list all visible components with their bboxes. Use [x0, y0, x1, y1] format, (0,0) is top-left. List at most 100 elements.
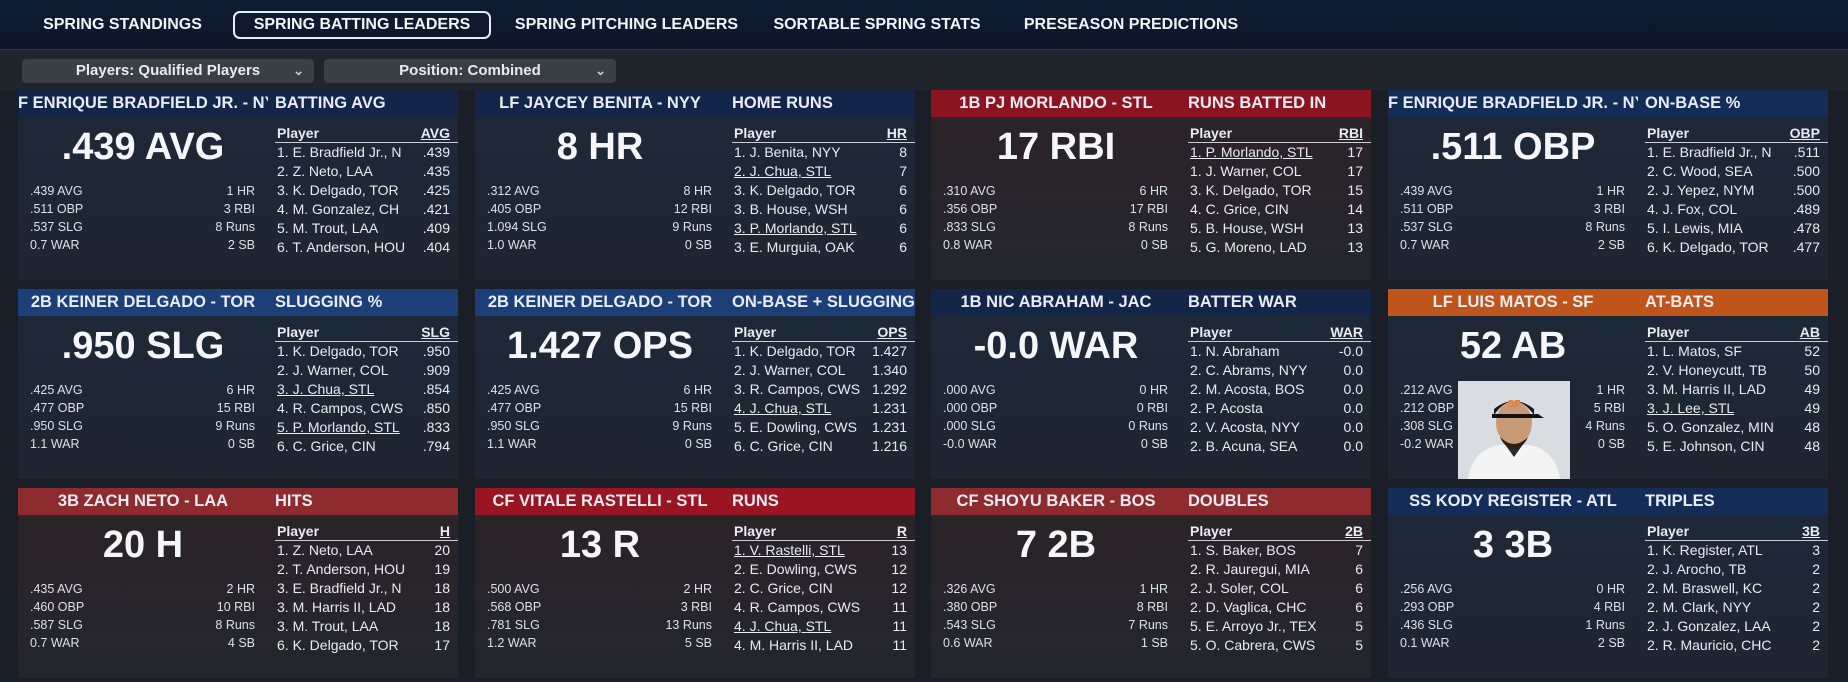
table-row[interactable]: 6. T. Anderson, HOU .404	[275, 238, 458, 257]
table-row[interactable]: 1. P. Morlando, STL 17	[1188, 143, 1371, 162]
table-row[interactable]: 3. E. Murguia, OAK 6	[732, 238, 915, 257]
column-header-stat[interactable]: SLG	[421, 324, 450, 340]
leader-player-name[interactable]: 3. K. Delgado, TOR	[277, 182, 399, 198]
leader-player-name[interactable]: 3. M. Harris II, LAD	[1647, 381, 1767, 397]
leader-player-name[interactable]: 5. O. Gonzalez, MIN	[1647, 419, 1774, 435]
column-header-stat[interactable]: OPS	[877, 324, 907, 340]
leader-player-name[interactable]: 3. E. Bradfield Jr., N	[277, 580, 402, 596]
leader-player-name[interactable]: 2. R. Jauregui, MIA	[1190, 561, 1310, 577]
column-header-stat[interactable]: OBP	[1789, 125, 1820, 141]
table-row[interactable]: 1. E. Bradfield Jr., N .511	[1645, 143, 1828, 162]
column-header-player[interactable]: Player	[1647, 125, 1690, 141]
leader-player-name[interactable]: 4. M. Gonzalez, CH	[277, 201, 400, 217]
table-row[interactable]: 2. C. Abrams, NYY 0.0	[1188, 361, 1371, 380]
leader-player-name[interactable]: 2. J. Warner, COL	[734, 362, 846, 378]
table-row[interactable]: 5. I. Lewis, MIA .478	[1645, 219, 1828, 238]
table-row[interactable]: 1. N. Abraham -0.0	[1188, 342, 1371, 361]
table-row[interactable]: 2. M. Clark, NYY 2	[1645, 598, 1828, 617]
featured-player-name[interactable]: F ENRIQUE BRADFIELD JR. - NY	[18, 94, 268, 112]
leader-player-name[interactable]: 1. J. Benita, NYY	[734, 144, 841, 160]
table-row[interactable]: 3. R. Campos, CWS 1.292	[732, 380, 915, 399]
table-row[interactable]: 2. M. Acosta, BOS 0.0	[1188, 380, 1371, 399]
leader-panel[interactable]: CF VITALE RASTELLI - STL RUNS 13 R .500 AVG…	[475, 488, 915, 678]
leader-player-name[interactable]: 4. M. Harris II, LAD	[734, 637, 854, 653]
table-row[interactable]: 1. L. Matos, SF 52	[1645, 342, 1828, 361]
leader-panel[interactable]: CF SHOYU BAKER - BOS DOUBLES 7 2B .326 AVG 1…	[931, 488, 1371, 678]
leader-player-name[interactable]: 5. M. Trout, LAA	[277, 220, 379, 236]
leader-panel[interactable]: 2B KEINER DELGADO - TOR ON-BASE + SLUGGIN…	[475, 289, 915, 479]
tab-spring-batting-leaders[interactable]: SPRING BATTING LEADERS	[233, 11, 491, 39]
leader-player-name[interactable]: 5. E. Dowling, CWS	[734, 419, 857, 435]
leader-player-name[interactable]: 2. C. Wood, SEA	[1647, 163, 1753, 179]
tab-spring-pitching-leaders[interactable]: SPRING PITCHING LEADERS	[514, 16, 739, 33]
table-row[interactable]: 2. J. Warner, COL 1.340	[732, 361, 915, 380]
leader-player-name[interactable]: 2. M. Acosta, BOS	[1190, 381, 1305, 397]
leader-panel[interactable]: F ENRIQUE BRADFIELD JR. - NY ON-BASE % .51…	[1388, 90, 1828, 280]
leader-player-name[interactable]: 2. J. Gonzalez, LAA	[1647, 618, 1771, 634]
featured-player-name[interactable]: F ENRIQUE BRADFIELD JR. - NY	[1388, 94, 1638, 112]
table-row[interactable]: 4. J. Fox, COL .489	[1645, 200, 1828, 219]
leader-panel[interactable]: 3B ZACH NETO - LAA HITS 20 H .435 AVG 2 HR .4…	[18, 488, 458, 678]
leader-panel[interactable]: SS KODY REGISTER - ATL TRIPLES 3 3B .256 AV…	[1388, 488, 1828, 678]
featured-player-name[interactable]: SS KODY REGISTER - ATL	[1409, 492, 1617, 510]
table-row[interactable]: 3. M. Harris II, LAD 18	[275, 598, 458, 617]
featured-player-name[interactable]: 1B PJ MORLANDO - STL	[959, 94, 1153, 112]
column-header-player[interactable]: Player	[277, 523, 320, 539]
leader-player-name[interactable]: 1. V. Rastelli, STL	[734, 542, 845, 558]
leader-player-name[interactable]: 2. E. Dowling, CWS	[734, 561, 857, 577]
column-header-player[interactable]: Player	[1190, 324, 1233, 340]
leader-player-name[interactable]: 3. M. Trout, LAA	[277, 618, 379, 634]
leader-player-name[interactable]: 1. E. Bradfield Jr., N	[277, 144, 402, 160]
table-row[interactable]: 6. K. Delgado, TOR .477	[1645, 238, 1828, 257]
leader-player-name[interactable]: 2. B. Acuna, SEA	[1190, 438, 1298, 454]
table-row[interactable]: 2. D. Vaglica, CHC 6	[1188, 598, 1371, 617]
table-row[interactable]: 2. R. Mauricio, CHC 2	[1645, 636, 1828, 655]
table-row[interactable]: 2. J. Warner, COL .909	[275, 361, 458, 380]
leader-player-name[interactable]: 4. J. Chua, STL	[734, 618, 832, 634]
leader-player-name[interactable]: 3. J. Chua, STL	[277, 381, 375, 397]
table-row[interactable]: 4. J. Chua, STL 11	[732, 617, 915, 636]
leader-player-name[interactable]: 5. G. Moreno, LAD	[1190, 239, 1307, 255]
table-row[interactable]: 3. K. Delgado, TOR 15	[1188, 181, 1371, 200]
leader-player-name[interactable]: 4. J. Chua, STL	[734, 400, 832, 416]
table-row[interactable]: 2. J. Arocho, TB 2	[1645, 560, 1828, 579]
table-row[interactable]: 5. O. Gonzalez, MIN 48	[1645, 418, 1828, 437]
leader-player-name[interactable]: 1. L. Matos, SF	[1647, 343, 1742, 359]
leader-player-name[interactable]: 5. I. Lewis, MIA	[1647, 220, 1743, 236]
table-row[interactable]: 1. E. Bradfield Jr., N .439	[275, 143, 458, 162]
leader-panel[interactable]: F ENRIQUE BRADFIELD JR. - NY BATTING AVG.…	[18, 90, 458, 280]
featured-player-name[interactable]: 2B KEINER DELGADO - TOR	[487, 293, 713, 311]
table-row[interactable]: 2. J. Soler, COL 6	[1188, 579, 1371, 598]
featured-player-name[interactable]: CF VITALE RASTELLI - STL	[492, 492, 708, 510]
featured-player-name[interactable]: CF SHOYU BAKER - BOS	[956, 492, 1156, 510]
column-header-stat[interactable]: R	[896, 523, 907, 539]
table-row[interactable]: 2. J. Chua, STL 7	[732, 162, 915, 181]
table-row[interactable]: 3. K. Delgado, TOR 6	[732, 181, 915, 200]
tab-spring-standings[interactable]: SPRING STANDINGS	[43, 16, 202, 33]
table-row[interactable]: 5. P. Morlando, STL .833	[275, 418, 458, 437]
leader-player-name[interactable]: 5. O. Cabrera, CWS	[1190, 637, 1316, 653]
leader-panel[interactable]: 1B NIC ABRAHAM - JAC BATTER WAR -0.0 WAR .0…	[931, 289, 1371, 479]
leader-player-name[interactable]: 2. T. Anderson, HOU	[277, 561, 406, 577]
table-row[interactable]: 2. T. Anderson, HOU 19	[275, 560, 458, 579]
leader-player-name[interactable]: 2. M. Clark, NYY	[1647, 599, 1752, 615]
column-header-player[interactable]: Player	[277, 125, 320, 141]
table-row[interactable]: 1. Z. Neto, LAA 20	[275, 541, 458, 560]
table-row[interactable]: 5. E. Arroyo Jr., TEX 5	[1188, 617, 1371, 636]
featured-player-name[interactable]: 2B KEINER DELGADO - TOR	[30, 293, 256, 311]
table-row[interactable]: 1. K. Delgado, TOR 1.427	[732, 342, 915, 361]
column-header-stat[interactable]: HR	[886, 125, 907, 141]
table-row[interactable]: 2. J. Yepez, NYM .500	[1645, 181, 1828, 200]
leader-player-name[interactable]: 3. R. Campos, CWS	[734, 381, 861, 397]
leader-player-name[interactable]: 2. P. Acosta	[1190, 400, 1263, 416]
leader-player-name[interactable]: 3. K. Delgado, TOR	[734, 182, 856, 198]
leader-panel[interactable]: 2B KEINER DELGADO - TOR SLUGGING % .950 SL…	[18, 289, 458, 479]
leader-player-name[interactable]: 1. J. Warner, COL	[1190, 163, 1302, 179]
leader-player-name[interactable]: 1. P. Morlando, STL	[1190, 144, 1313, 160]
featured-player-name[interactable]: LF LUIS MATOS - SF	[1432, 293, 1594, 311]
table-row[interactable]: 5. G. Moreno, LAD 13	[1188, 238, 1371, 257]
leader-panel[interactable]: LF JAYCEY BENITA - NYY HOME RUNS 8 HR .312 …	[475, 90, 915, 280]
leader-player-name[interactable]: 6. K. Delgado, TOR	[1647, 239, 1769, 255]
table-row[interactable]: 1. V. Rastelli, STL 13	[732, 541, 915, 560]
leader-player-name[interactable]: 6. C. Grice, CIN	[734, 438, 833, 454]
